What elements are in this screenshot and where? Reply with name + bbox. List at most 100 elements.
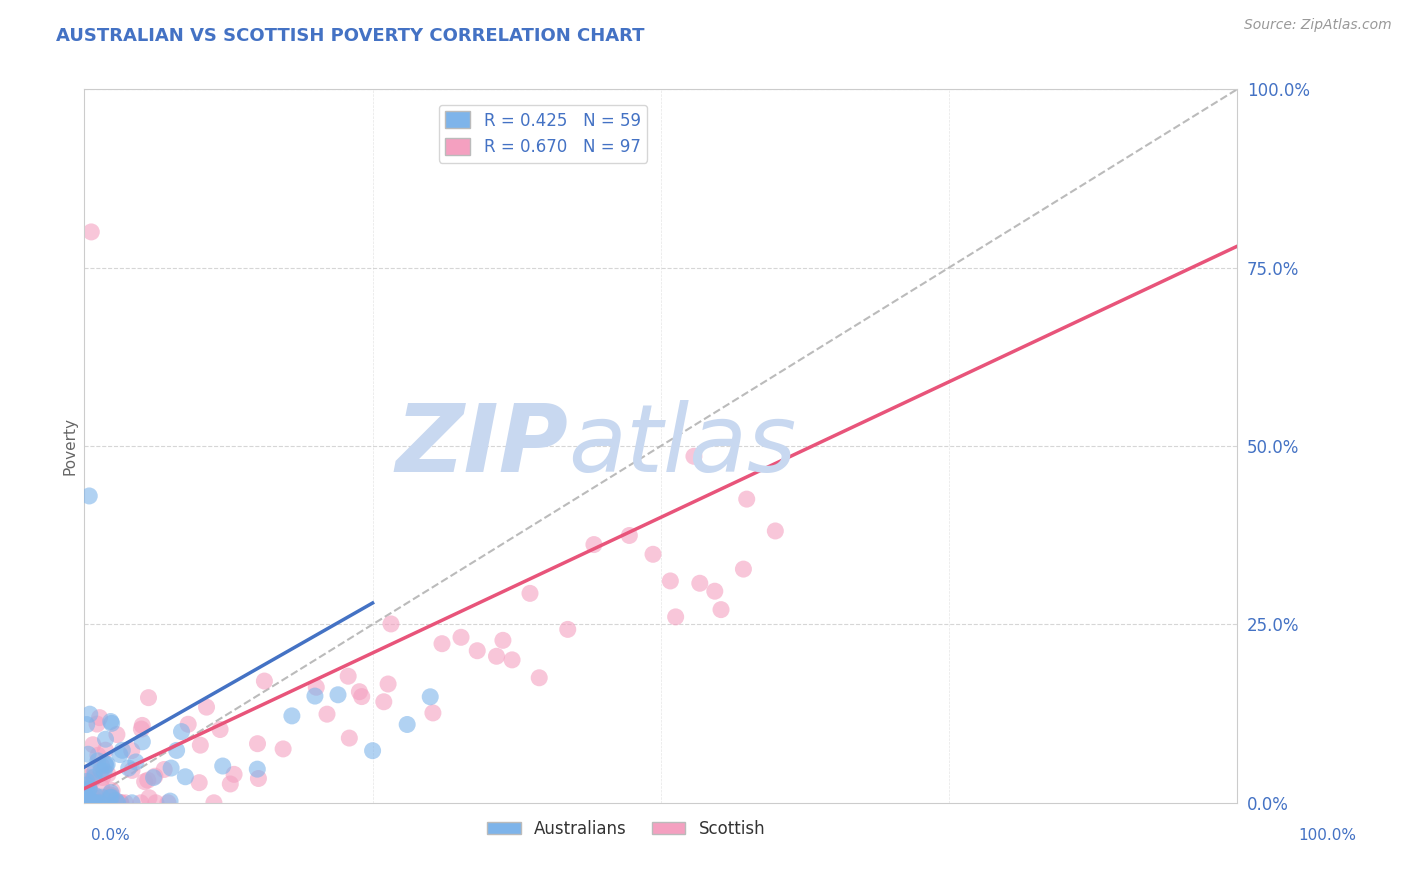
Point	[582, 538, 605, 552]
Point	[94, 743, 117, 757]
Point	[79, 775, 101, 789]
Point	[93, 796, 115, 810]
Point	[98, 790, 121, 805]
Point	[519, 586, 541, 600]
Point	[160, 761, 183, 775]
Point	[84, 789, 107, 803]
Point	[110, 796, 132, 810]
Point	[82, 796, 104, 810]
Point	[77, 489, 100, 503]
Point	[485, 649, 508, 664]
Point	[86, 796, 108, 810]
Point	[305, 680, 328, 694]
Point	[76, 790, 98, 805]
Point	[110, 796, 132, 810]
Point	[136, 773, 159, 788]
Point	[735, 492, 758, 507]
Point	[373, 695, 395, 709]
Point	[77, 747, 100, 762]
Point	[77, 781, 100, 796]
Point	[619, 528, 641, 542]
Point	[79, 796, 101, 810]
Point	[304, 689, 326, 703]
Point	[465, 644, 488, 658]
Point	[703, 584, 725, 599]
Point	[76, 796, 98, 810]
Point	[80, 773, 103, 788]
Point	[683, 450, 706, 464]
Point	[422, 706, 444, 720]
Point	[80, 786, 103, 800]
Point	[100, 790, 122, 805]
Point	[118, 761, 141, 775]
Point	[377, 677, 399, 691]
Point	[93, 764, 115, 778]
Point	[83, 770, 105, 784]
Point	[89, 711, 111, 725]
Point	[76, 796, 98, 810]
Point	[430, 637, 453, 651]
Point	[209, 723, 232, 737]
Point	[641, 547, 664, 561]
Point	[105, 727, 128, 741]
Point	[82, 738, 104, 752]
Point	[82, 796, 104, 810]
Point	[145, 796, 167, 810]
Point	[125, 755, 148, 769]
Point	[90, 796, 112, 810]
Point	[86, 717, 108, 731]
Point	[202, 796, 225, 810]
Point	[114, 796, 136, 810]
Point	[83, 796, 105, 810]
Point	[246, 737, 269, 751]
Point	[111, 743, 134, 757]
Point	[659, 574, 682, 588]
Point	[219, 777, 242, 791]
Point	[80, 796, 103, 810]
Point	[337, 669, 360, 683]
Point	[98, 788, 121, 802]
Text: AUSTRALIAN VS SCOTTISH POVERTY CORRELATION CHART: AUSTRALIAN VS SCOTTISH POVERTY CORRELATI…	[56, 27, 645, 45]
Point	[87, 796, 110, 810]
Point	[450, 630, 472, 644]
Point	[76, 778, 98, 792]
Point	[97, 767, 120, 781]
Point	[79, 793, 101, 807]
Point	[76, 796, 98, 810]
Point	[94, 796, 117, 810]
Point	[96, 757, 118, 772]
Point	[98, 796, 121, 810]
Point	[710, 602, 733, 616]
Point	[153, 763, 176, 777]
Point	[87, 790, 110, 805]
Point	[90, 790, 112, 805]
Point	[76, 793, 98, 807]
Point	[104, 793, 127, 807]
Point	[90, 796, 112, 810]
Point	[557, 623, 579, 637]
Point	[281, 709, 304, 723]
Point	[80, 796, 103, 810]
Point	[76, 790, 98, 805]
Point	[108, 747, 131, 762]
Point	[129, 796, 152, 810]
Point	[246, 762, 269, 776]
Point	[100, 716, 122, 731]
Y-axis label: Poverty: Poverty	[62, 417, 77, 475]
Point	[100, 714, 122, 729]
Point	[170, 724, 193, 739]
Point	[419, 690, 441, 704]
Point	[733, 562, 755, 576]
Point	[90, 758, 112, 772]
Point	[107, 796, 129, 810]
Point	[131, 735, 153, 749]
Point	[350, 690, 373, 704]
Point	[101, 783, 124, 797]
Point	[253, 674, 276, 689]
Point	[76, 796, 98, 810]
Point	[110, 796, 132, 810]
Point	[76, 784, 98, 798]
Point	[763, 524, 786, 538]
Point	[247, 772, 270, 786]
Point	[100, 786, 122, 800]
